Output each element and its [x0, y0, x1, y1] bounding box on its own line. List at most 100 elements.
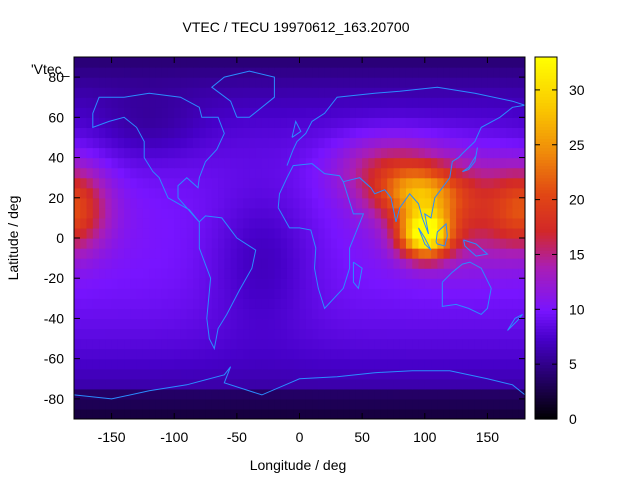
heatmap-cell [487, 217, 495, 229]
heatmap-cell [506, 278, 514, 289]
heatmap-cell [368, 97, 376, 108]
heatmap-cell [111, 268, 119, 279]
heatmap-cell [111, 147, 119, 159]
heatmap-cell [456, 97, 463, 108]
heatmap-cell [405, 87, 413, 98]
heatmap-cell [261, 288, 269, 299]
heatmap-cell [474, 137, 482, 149]
heatmap-cell [149, 258, 157, 269]
heatmap-cell [462, 97, 470, 108]
heatmap-cell [312, 117, 319, 128]
colorbar-segment [535, 84, 557, 88]
heatmap-cell [318, 388, 326, 400]
heatmap-cell [218, 117, 225, 128]
heatmap-cell [443, 67, 451, 78]
heatmap-cell [512, 217, 520, 229]
heatmap-cell [261, 238, 269, 249]
heatmap-cell [481, 398, 489, 410]
heatmap-cell [424, 358, 432, 370]
heatmap-cell [193, 127, 200, 139]
heatmap-cell [99, 157, 106, 169]
heatmap-cell [243, 87, 250, 98]
heatmap-cell [92, 368, 100, 380]
heatmap-cell [424, 408, 432, 419]
heatmap-cell [305, 258, 313, 269]
heatmap-cell [280, 258, 288, 269]
heatmap-cell [255, 157, 263, 169]
heatmap-cell [299, 187, 307, 199]
heatmap-cell [424, 217, 432, 229]
colorbar-segment [535, 346, 557, 351]
heatmap-cell [312, 227, 319, 239]
heatmap-cell [456, 127, 463, 139]
heatmap-cell [274, 398, 282, 410]
heatmap-cell [218, 348, 225, 360]
heatmap-cell [111, 167, 119, 179]
colorbar-segment [535, 57, 557, 61]
heatmap-cell [493, 57, 501, 68]
heatmap-cell [105, 157, 113, 169]
heatmap-cell [130, 97, 138, 108]
heatmap-cell [99, 77, 106, 88]
colorbar-segment [535, 412, 557, 417]
heatmap-cell [487, 227, 495, 239]
heatmap-cell [405, 227, 413, 239]
heatmap-cell [418, 87, 426, 98]
heatmap-cell [468, 298, 476, 309]
heatmap-cell [249, 57, 257, 68]
heatmap-cell [274, 368, 282, 380]
heatmap-cell [343, 368, 351, 380]
heatmap-cell [293, 107, 301, 118]
heatmap-cell [424, 388, 432, 400]
heatmap-cell [368, 67, 376, 78]
heatmap-cell [124, 408, 131, 419]
heatmap-cell [274, 358, 282, 370]
heatmap-cell [124, 348, 131, 360]
heatmap-cell [124, 398, 131, 410]
heatmap-cell [205, 177, 213, 189]
heatmap-cell [193, 207, 200, 219]
heatmap-cell [136, 378, 144, 390]
heatmap-cell [268, 227, 276, 239]
heatmap-cell [249, 338, 257, 350]
heatmap-cell [255, 97, 263, 108]
heatmap-cell [261, 358, 269, 370]
heatmap-cell [167, 358, 175, 370]
heatmap-cell [481, 338, 489, 350]
heatmap-cell [193, 408, 200, 419]
heatmap-cell [512, 298, 520, 309]
heatmap-cell [474, 217, 482, 229]
heatmap-cell [493, 147, 501, 159]
heatmap-cell [149, 217, 157, 229]
heatmap-cell [437, 147, 445, 159]
heatmap-cell [124, 328, 131, 340]
heatmap-cell [343, 248, 351, 259]
heatmap-cell [236, 97, 244, 108]
heatmap-cell [236, 67, 244, 78]
heatmap-cell [443, 127, 451, 139]
heatmap-cell [512, 147, 520, 159]
colorbar-segment [535, 165, 557, 170]
heatmap-cell [99, 288, 106, 299]
heatmap-cell [418, 348, 426, 360]
heatmap-cell [174, 117, 182, 128]
heatmap-cell [130, 227, 138, 239]
heatmap-cell [330, 318, 338, 330]
heatmap-cell [111, 227, 119, 239]
heatmap-cell [393, 318, 401, 330]
heatmap-cell [105, 338, 113, 350]
heatmap-cell [412, 227, 420, 239]
heatmap-cell [174, 77, 182, 88]
heatmap-cell [343, 87, 351, 98]
heatmap-cell [324, 87, 332, 98]
heatmap-cell [111, 137, 119, 149]
heatmap-cell [518, 117, 525, 128]
heatmap-cell [493, 248, 501, 259]
heatmap-cell [211, 298, 219, 309]
heatmap-cell [468, 227, 476, 239]
heatmap-cell [487, 388, 495, 400]
heatmap-cell [249, 238, 257, 249]
heatmap-cell [362, 258, 370, 269]
heatmap-cell [449, 107, 457, 118]
heatmap-cell [437, 338, 445, 350]
